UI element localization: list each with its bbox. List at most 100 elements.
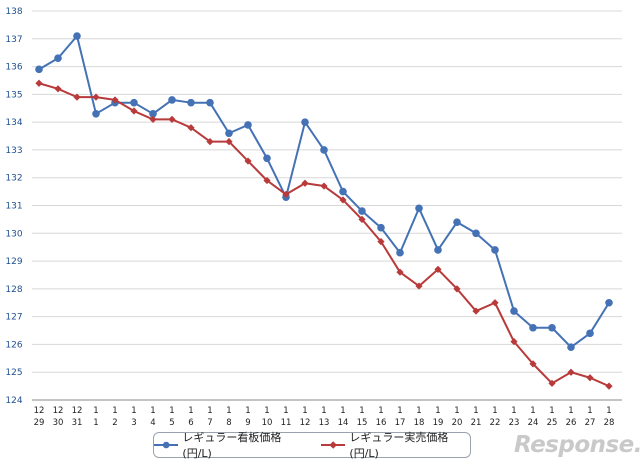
- x-tick-day: 21: [471, 418, 482, 428]
- data-point: [567, 368, 575, 376]
- data-point: [54, 85, 62, 93]
- x-tick-day: 1: [93, 418, 98, 428]
- x-tick-day: 11: [281, 418, 292, 428]
- data-point: [301, 179, 309, 187]
- data-point: [35, 65, 43, 74]
- data-point: [567, 343, 575, 352]
- x-tick-day: 9: [245, 418, 250, 428]
- data-point: [73, 93, 81, 101]
- x-tick-month: 1: [587, 406, 592, 416]
- legend: レギュラー看板価格(円/L) レギュラー実売価格(円/L): [153, 429, 471, 461]
- x-tick-day: 23: [509, 418, 520, 428]
- y-tick-label: 134: [5, 118, 22, 128]
- data-point: [187, 124, 195, 132]
- x-tick-day: 2: [112, 418, 117, 428]
- x-tick-month: 1: [340, 406, 345, 416]
- x-tick-month: 1: [226, 406, 231, 416]
- data-point: [206, 98, 214, 107]
- x-tick-month: 12: [34, 406, 45, 416]
- legend-swatch-red-diamond-icon: [321, 441, 346, 449]
- x-tick-day: 15: [357, 418, 368, 428]
- data-point: [491, 246, 499, 254]
- x-tick-day: 12: [300, 418, 311, 428]
- y-axis-ticks: 124 125 126 127 128 129 130 131 132 133 134 135 136 1…: [5, 7, 22, 406]
- data-point: [54, 54, 62, 63]
- x-tick-day: 28: [604, 418, 615, 428]
- data-point: [415, 204, 423, 213]
- data-point: [168, 96, 176, 104]
- y-tick-label: 128: [5, 285, 22, 295]
- x-tick-month: 12: [72, 406, 83, 416]
- data-point: [434, 265, 442, 274]
- data-point: [149, 110, 157, 118]
- x-tick-month: 1: [549, 406, 554, 416]
- x-tick-month: 1: [93, 406, 98, 416]
- x-tick-month: 1: [264, 406, 269, 416]
- x-tick-month: 1: [302, 406, 307, 416]
- x-tick-day: 17: [395, 418, 406, 428]
- data-point: [415, 282, 423, 290]
- x-tick-day: 5: [169, 418, 174, 428]
- series-group: [35, 32, 613, 390]
- data-point: [35, 79, 43, 87]
- data-point: [339, 196, 347, 204]
- y-tick-label: 125: [5, 368, 22, 378]
- data-point: [453, 218, 461, 226]
- x-axis-ticks: 1229123012311112131415161718191101111121…: [34, 406, 615, 428]
- data-point: [244, 121, 252, 129]
- y-tick-label: 136: [5, 63, 22, 73]
- x-tick-month: 1: [530, 406, 535, 416]
- data-point: [225, 137, 233, 146]
- data-point: [377, 223, 385, 232]
- legend-label-actual-price: レギュラー実売価格(円/L): [349, 431, 449, 460]
- data-point: [377, 238, 385, 246]
- watermark-logo: Response.: [514, 432, 640, 458]
- y-tick-label: 133: [5, 146, 22, 156]
- y-tick-label: 124: [5, 396, 22, 406]
- x-tick-month: 1: [397, 406, 402, 416]
- x-tick-month: 1: [473, 406, 478, 416]
- x-tick-day: 6: [188, 418, 193, 428]
- x-tick-month: 1: [606, 406, 611, 416]
- x-tick-month: 1: [131, 406, 136, 416]
- x-tick-day: 13: [319, 418, 330, 428]
- data-point: [130, 107, 138, 115]
- x-tick-day: 30: [53, 418, 64, 428]
- data-point: [605, 382, 613, 390]
- data-point: [206, 137, 214, 146]
- data-point: [529, 360, 537, 368]
- x-tick-day: 14: [338, 418, 349, 428]
- data-point: [244, 157, 252, 165]
- data-point: [320, 146, 328, 154]
- x-tick-month: 1: [112, 406, 117, 416]
- x-tick-month: 1: [359, 406, 364, 416]
- x-tick-day: 27: [585, 418, 596, 428]
- data-point: [491, 299, 499, 307]
- y-tick-label: 130: [5, 229, 22, 239]
- x-tick-day: 10: [262, 418, 273, 428]
- y-tick-label: 132: [5, 174, 22, 184]
- data-point: [510, 307, 518, 315]
- x-tick-month: 1: [169, 406, 174, 416]
- data-point: [453, 285, 461, 293]
- data-point: [396, 268, 404, 276]
- x-tick-day: 24: [528, 418, 539, 428]
- x-tick-month: 1: [511, 406, 516, 416]
- data-point: [130, 98, 138, 107]
- y-tick-label: 127: [5, 313, 22, 323]
- data-point: [586, 329, 594, 338]
- x-tick-month: 1: [454, 406, 459, 416]
- y-tick-label: 138: [5, 7, 22, 17]
- legend-swatch-blue-circle-icon: [154, 441, 179, 449]
- data-point: [92, 110, 100, 118]
- data-point: [358, 215, 366, 223]
- x-tick-month: 1: [207, 406, 212, 416]
- legend-item-signboard-price: レギュラー看板価格(円/L): [154, 429, 303, 461]
- data-point: [320, 182, 328, 190]
- x-tick-month: 1: [245, 406, 250, 416]
- data-point: [510, 338, 518, 346]
- x-tick-month: 1: [568, 406, 573, 416]
- data-point: [548, 323, 556, 332]
- data-point: [472, 307, 480, 315]
